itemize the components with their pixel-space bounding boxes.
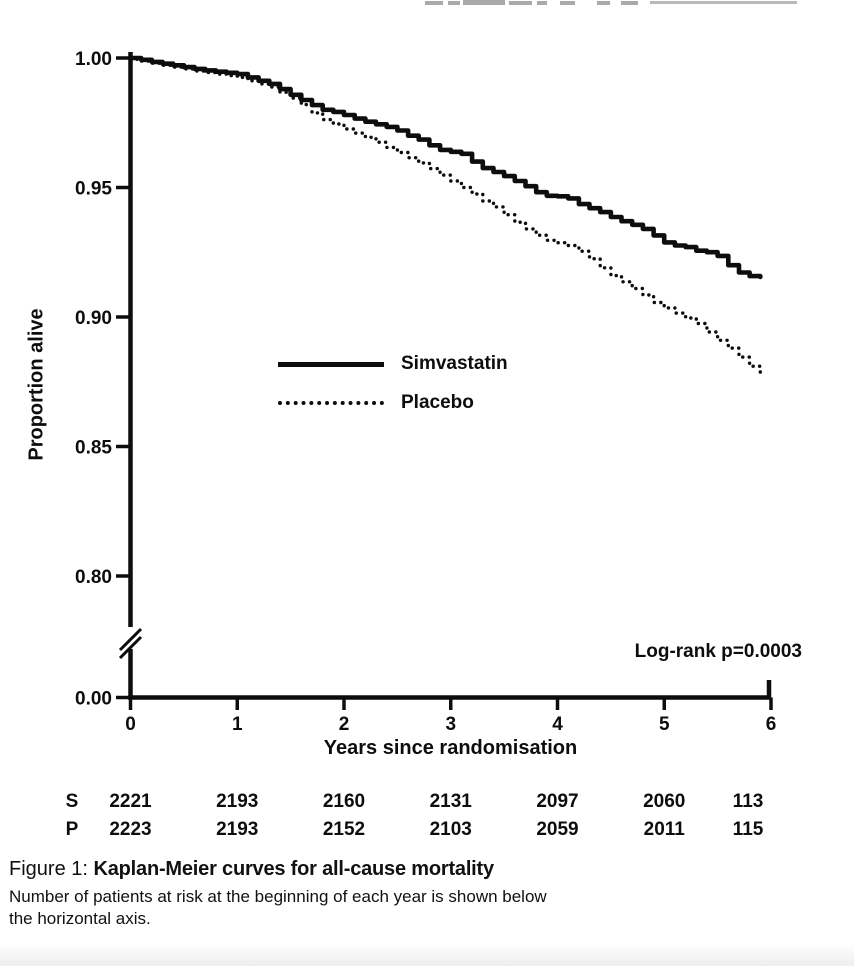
risk-row-label: P: [66, 819, 79, 840]
x-tick-label: 4: [552, 714, 563, 735]
solid-line-swatch-icon: [278, 361, 384, 367]
legend-row-placebo: Placebo: [278, 391, 508, 415]
risk-count: 2223: [109, 819, 151, 840]
legend-row-simvastatin: Simvastatin: [278, 352, 508, 376]
x-axis-title: Years since randomisation: [323, 737, 578, 759]
risk-count: 2131: [430, 791, 473, 812]
scan-artifact: [560, 1, 575, 5]
x-tick-label: 0: [125, 714, 136, 735]
caption-prefix: Figure 1:: [9, 858, 94, 880]
y-axis-title: Proportion alive: [25, 308, 48, 461]
risk-count: 113: [733, 791, 764, 812]
scan-artifact: [448, 1, 460, 5]
kaplan-meier-chart: 1.00 0.95 0.90 0.85 0.80 0.00 0 1 2 3 4 5 6 S 2221 2193…: [66, 49, 777, 840]
chart-legend: Simvastatin Placebo: [278, 352, 508, 430]
scan-artifact: [537, 1, 547, 5]
log-rank-annotation: Log-rank p=0.0003: [634, 641, 802, 662]
risk-count: 2060: [643, 791, 685, 812]
caption-title-bold: Kaplan-Meier curves for all-cause mortal…: [93, 858, 494, 880]
figure-caption: Figure 1: Kaplan-Meier curves for all-ca…: [9, 858, 829, 930]
y-tick-label: 0.00: [75, 689, 112, 710]
y-tick-label: 0.95: [75, 179, 112, 200]
axis-break-slash: [118, 635, 143, 660]
risk-count: 115: [733, 819, 764, 840]
y-tick-label: 0.85: [75, 438, 112, 459]
risk-count: 2193: [216, 791, 258, 812]
y-tick-label: 0.80: [75, 567, 112, 588]
page-edge-band: [0, 945, 854, 966]
legend-label: Placebo: [401, 392, 474, 413]
scan-artifact: [621, 1, 638, 5]
x-tick-label: 2: [339, 714, 350, 735]
axis-break-slash: [118, 627, 143, 652]
y-tick-label: 0.90: [75, 308, 112, 329]
risk-count: 2160: [323, 791, 365, 812]
scan-artifact: [425, 1, 443, 5]
y-tick-label: 1.00: [75, 49, 112, 70]
risk-count: 2097: [536, 791, 578, 812]
scan-artifact: [509, 1, 532, 5]
x-tick-label: 6: [766, 714, 777, 735]
curve-simvastatin: [128, 55, 763, 280]
risk-count: 2193: [216, 819, 258, 840]
risk-row-label: S: [66, 791, 79, 812]
curve-placebo: [128, 57, 762, 379]
risk-count: 2103: [430, 819, 472, 840]
caption-title: Figure 1: Kaplan-Meier curves for all-ca…: [9, 858, 829, 881]
risk-count: 2152: [323, 819, 365, 840]
risk-count: 2059: [536, 819, 578, 840]
risk-count: 2011: [644, 819, 686, 840]
x-tick-label: 3: [445, 714, 456, 735]
x-tick-label: 5: [659, 714, 670, 735]
scan-artifact: [597, 1, 610, 5]
legend-label: Simvastatin: [401, 353, 508, 374]
x-tick-label: 1: [232, 714, 243, 735]
scan-artifact: [463, 0, 505, 5]
dotted-line-swatch-icon: [278, 401, 384, 405]
scan-artifact: [650, 1, 797, 4]
risk-count: 2221: [109, 791, 152, 812]
caption-body: Number of patients at risk at the beginn…: [9, 887, 547, 928]
